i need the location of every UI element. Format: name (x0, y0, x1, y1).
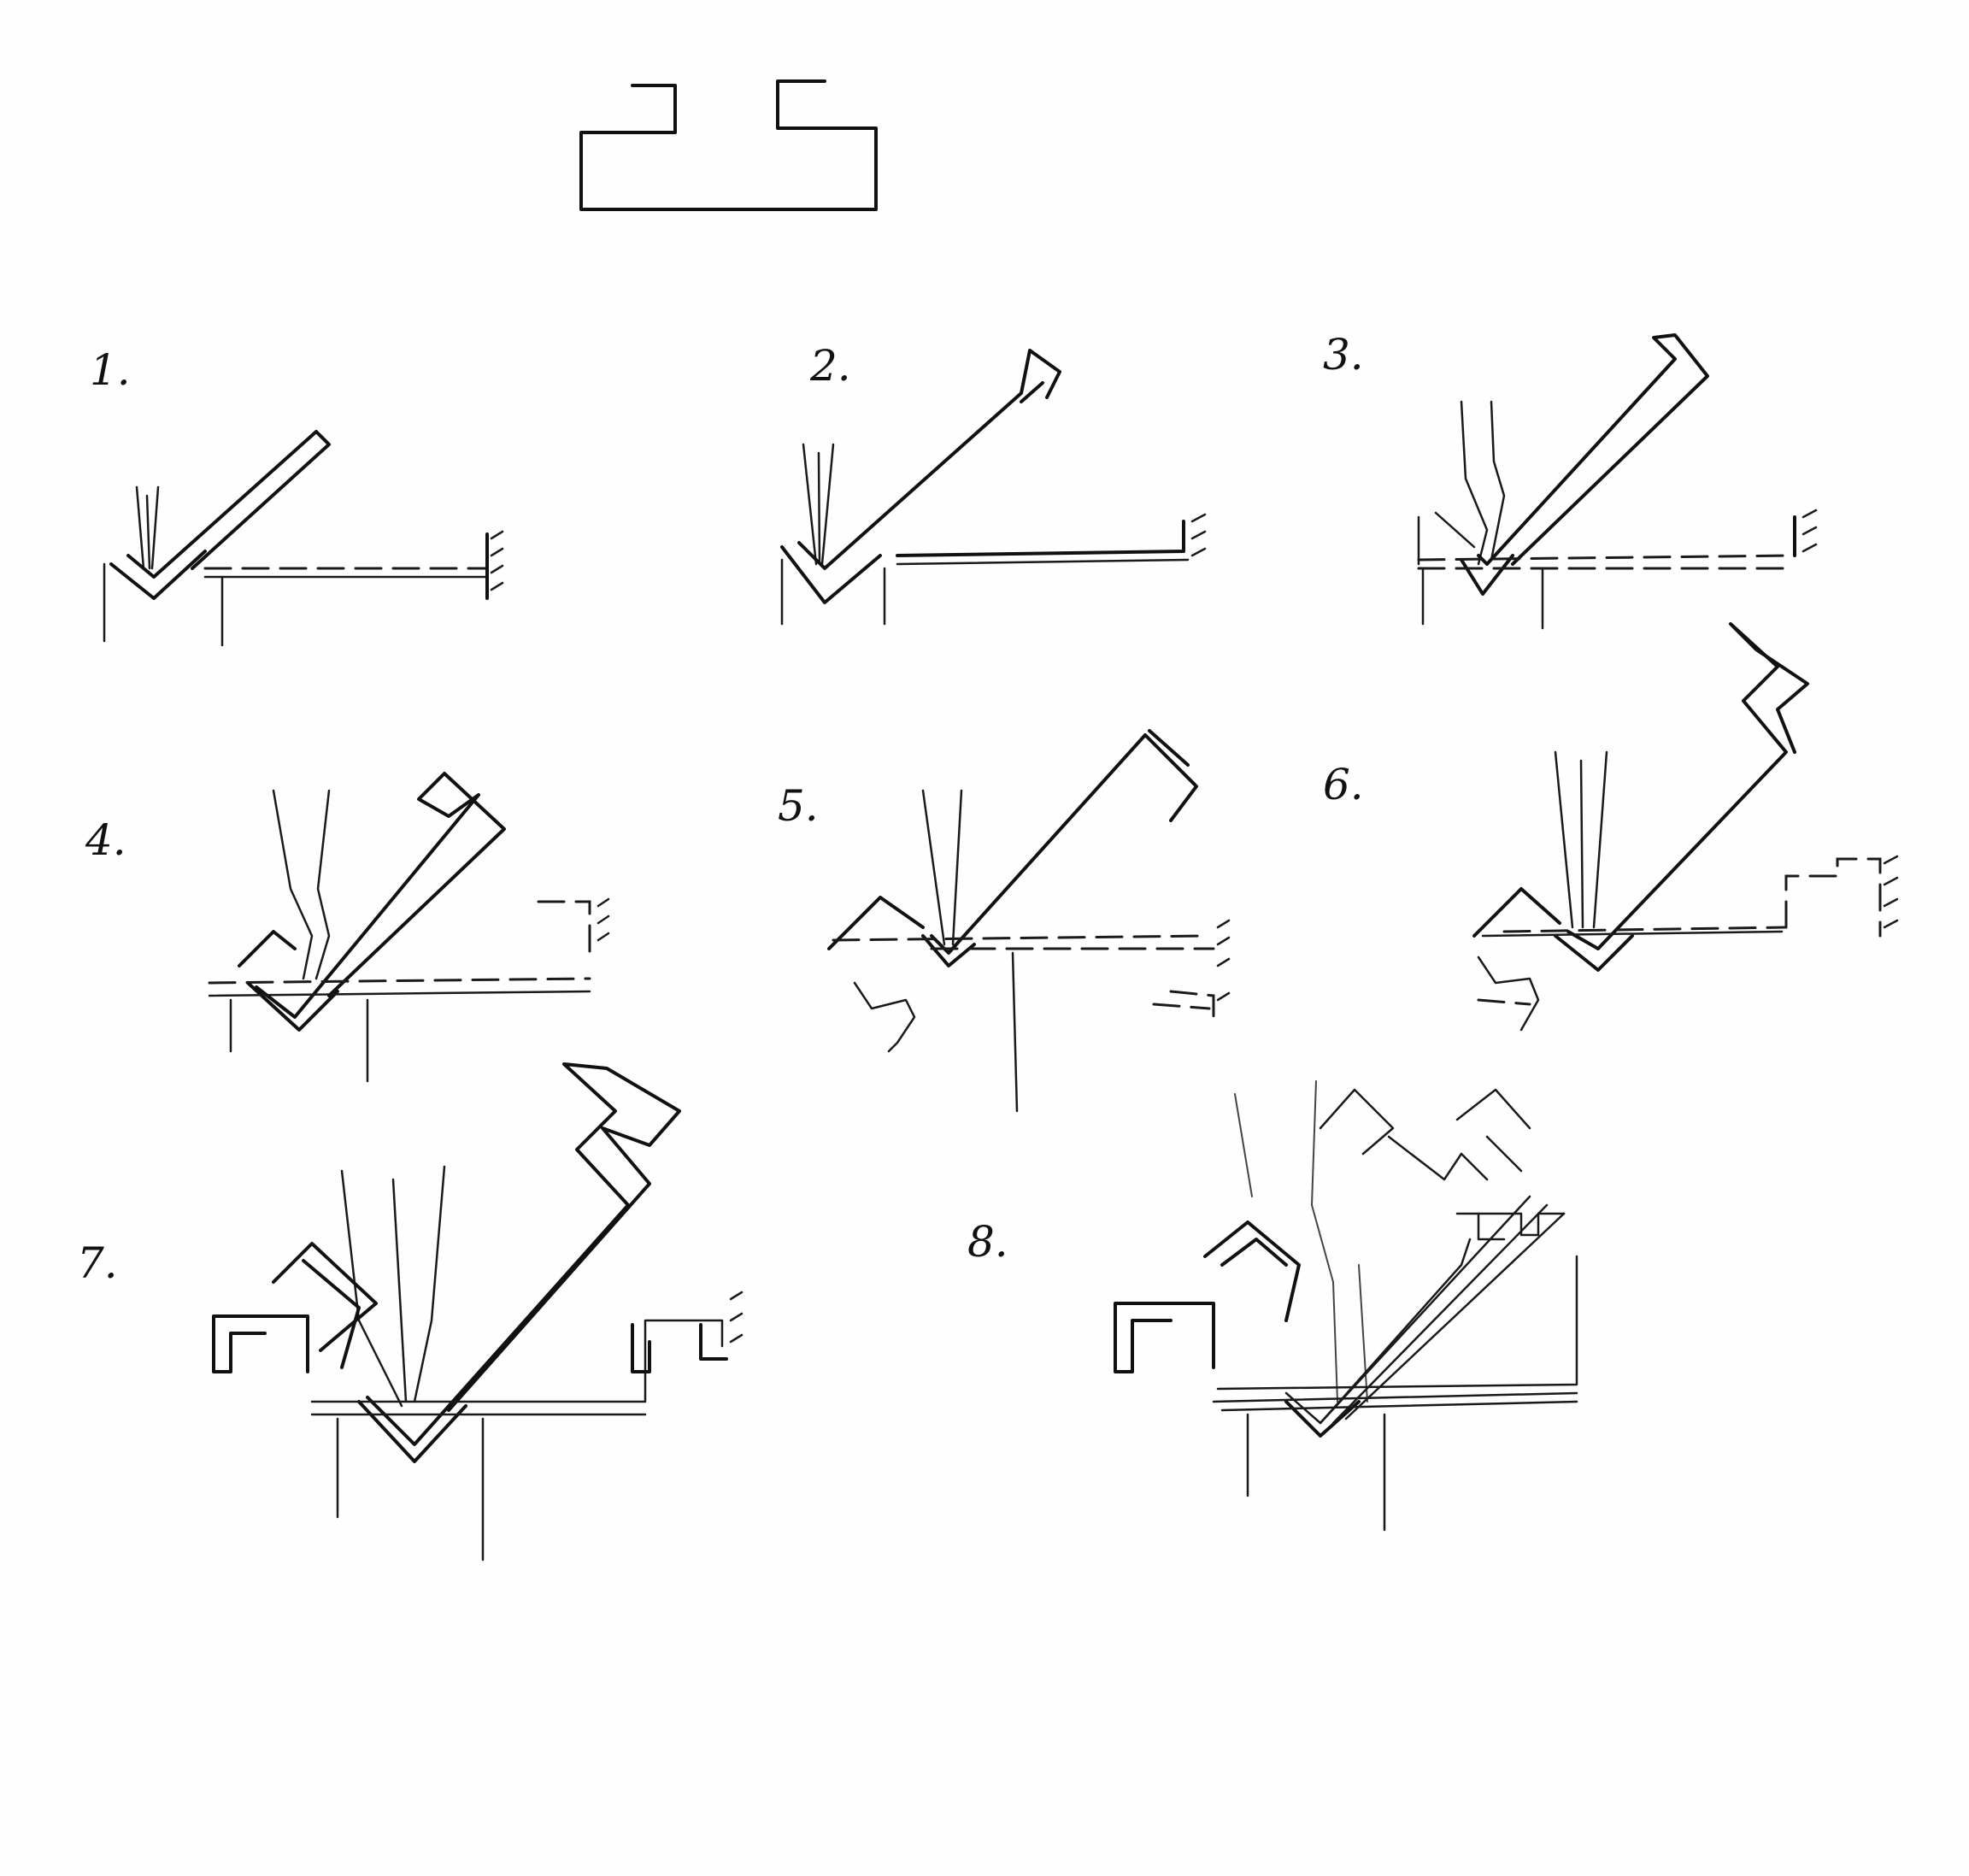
step-8-sketch (1114, 1080, 1578, 1532)
step-label-3: 3. (1323, 330, 1364, 379)
target-profile (579, 79, 878, 211)
step-1-sketch (103, 430, 504, 647)
step-2-sketch (780, 349, 1207, 626)
step-label-8: 8. (967, 1217, 1008, 1267)
step-label-6: 6. (1323, 760, 1364, 809)
step-6-sketch (1472, 622, 1899, 1032)
step-label-4: 4. (85, 815, 126, 865)
step-4-sketch (208, 772, 610, 1083)
step-label-1: 1. (90, 345, 131, 395)
step-3-sketch (1417, 333, 1818, 630)
step-5-sketch (827, 729, 1231, 1113)
step-label-7: 7. (77, 1238, 118, 1288)
step-7-sketch (212, 1062, 744, 1561)
step-label-2: 2. (809, 341, 851, 391)
step-label-5: 5. (778, 781, 819, 831)
